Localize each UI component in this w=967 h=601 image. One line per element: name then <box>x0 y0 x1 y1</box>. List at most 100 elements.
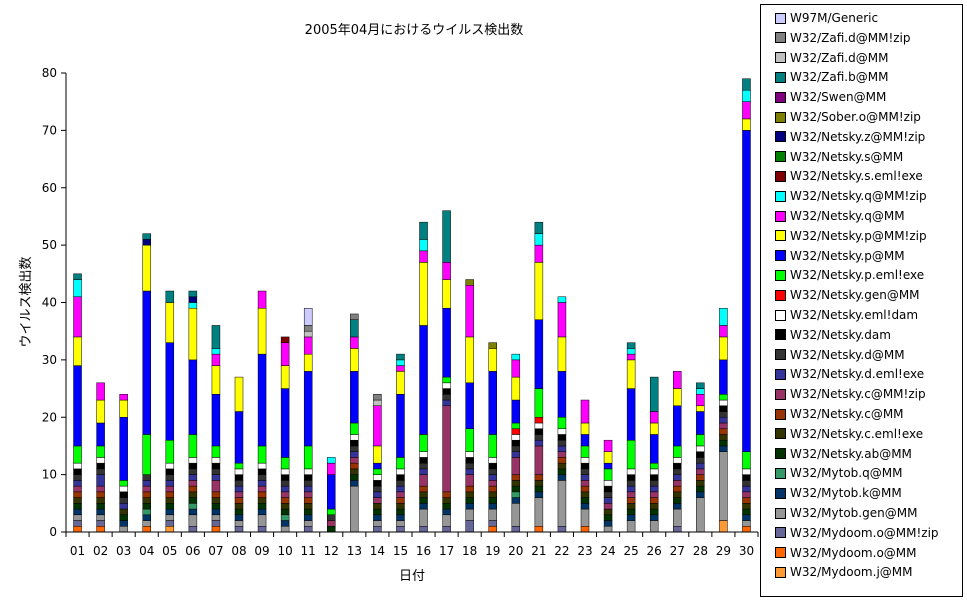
bar-segment-14-s13 <box>373 474 382 481</box>
legend-entry: W32/Zafi.d@MM!zip <box>775 28 911 48</box>
bar-segment-15-s17 <box>396 371 405 395</box>
bar-segment-23-s16 <box>580 434 590 447</box>
legend-label: W32/Netsky.z@MM!zip <box>790 129 926 144</box>
bar-segment-01-s9 <box>73 485 82 493</box>
legend-swatch <box>775 52 786 64</box>
bar-segment-22-s16 <box>557 371 567 418</box>
bar-segment-25-s25 <box>626 342 636 349</box>
bar-segment-08-s17 <box>234 376 244 412</box>
legend-swatch <box>775 170 786 182</box>
bar-segment-11-s28 <box>303 307 313 326</box>
bar-segment-18-s17 <box>465 336 474 384</box>
bar-segment-09-s6 <box>257 503 267 510</box>
bar-segment-11-s13 <box>303 468 313 475</box>
bar-segment-11-s12 <box>303 474 313 481</box>
bar-segment-16-s17 <box>419 262 428 326</box>
bar-segment-20-s17 <box>511 376 521 401</box>
y-tick-label-80: 80 <box>42 66 57 80</box>
bar-segment-09-s16 <box>257 353 267 447</box>
bar-segment-06-s2 <box>188 526 198 533</box>
bar-segment-09-s3 <box>257 514 267 527</box>
legend-entry: W32/Netsky.q@MM!zip <box>775 186 927 206</box>
bar-segment-04-s11 <box>142 474 151 481</box>
bar-segment-15-s15 <box>396 457 405 470</box>
bar-segment-22-s8 <box>557 457 567 464</box>
legend-entry: W97M/Generic <box>775 8 878 28</box>
bar-segment-09-s11 <box>257 474 267 481</box>
bar-segment-10-s9 <box>280 491 290 498</box>
bar-segment-21-s4 <box>534 491 544 498</box>
bar-segment-08-s10 <box>234 485 244 493</box>
bar-segment-19-s1 <box>488 526 497 533</box>
bar-segment-20-s8 <box>511 474 521 481</box>
bar-segment-09-s4 <box>257 508 267 516</box>
bar-segment-14-s9 <box>373 497 382 504</box>
x-tick-label-09: 09 <box>254 544 269 558</box>
bar-segment-07-s11 <box>211 468 221 475</box>
bar-segment-21-s17 <box>534 262 544 320</box>
bar-segment-11-s17 <box>303 353 313 372</box>
bar-segment-19-s15 <box>488 434 497 458</box>
bar-segment-18-s10 <box>465 468 474 475</box>
bar-segment-27-s4 <box>673 503 682 510</box>
bar-segment-05-s10 <box>165 480 175 487</box>
bar-segment-05-s2 <box>165 520 175 527</box>
bar-segment-10-s15 <box>280 457 290 470</box>
legend-entry: W32/Zafi.b@MM <box>775 67 888 87</box>
bar-segment-16-s4 <box>419 503 428 510</box>
bar-segment-29-s16 <box>719 359 728 395</box>
legend-swatch <box>775 190 786 202</box>
bar-segment-23-s9 <box>580 480 590 487</box>
bar-segment-19-s12 <box>488 462 497 470</box>
bar-segment-13-s9 <box>350 457 359 464</box>
bar-segment-29-s4 <box>719 445 728 452</box>
bar-segment-07-s15 <box>211 445 221 458</box>
legend-label: W32/Swen@MM <box>790 90 887 105</box>
bar-segment-28-s18 <box>696 394 705 407</box>
chart-title: 2005年04月におけるウイルス検出数 <box>305 23 524 38</box>
bar-segment-05-s8 <box>165 491 175 498</box>
bar-segment-19-s3 <box>488 508 497 521</box>
bar-segment-24-s6 <box>603 514 613 521</box>
bar-segment-02-s15 <box>96 445 105 458</box>
bar-segment-10-s4 <box>280 520 290 527</box>
bar-segment-26-s7 <box>649 503 659 510</box>
bar-segment-22-s12 <box>557 434 567 441</box>
bar-segment-05-s9 <box>165 485 175 493</box>
bar-segment-12-s11 <box>327 514 336 521</box>
bar-segment-21-s14 <box>534 417 544 424</box>
bar-segment-16-s7 <box>419 491 428 498</box>
bar-segment-18-s6 <box>465 497 474 504</box>
x-tick-label-15: 15 <box>393 544 408 558</box>
bar-segment-14-s4 <box>373 514 382 521</box>
bar-segment-16-s12 <box>419 457 428 464</box>
y-tick-label-40: 40 <box>42 296 57 310</box>
x-tick-label-16: 16 <box>416 544 431 558</box>
bar-segment-01-s2 <box>73 520 82 527</box>
bar-segment-05-s3 <box>165 514 175 521</box>
bar-segment-04-s7 <box>142 497 151 504</box>
bar-segment-25-s4 <box>626 514 636 521</box>
bar-segment-16-s13 <box>419 451 428 458</box>
bar-segment-17-s25 <box>442 210 451 263</box>
bar-segment-28-s15 <box>696 434 705 447</box>
bar-segment-25-s9 <box>626 491 636 498</box>
y-axis-label: ウイルス検出数 <box>19 256 34 347</box>
bar-segment-20-s3 <box>511 503 521 527</box>
legend-label: W32/Netsky.d.eml!exe <box>790 367 925 382</box>
bar-segment-17-s9 <box>442 405 451 493</box>
bar-segment-20-s16 <box>511 399 521 424</box>
bar-segment-13-s6 <box>350 474 359 481</box>
x-tick-label-02: 02 <box>93 544 108 558</box>
bar-segment-02-s8 <box>96 491 105 498</box>
bar-segment-17-s13 <box>442 382 451 389</box>
bar-segment-28-s25 <box>696 382 705 389</box>
legend-swatch <box>775 349 786 361</box>
x-tick-label-17: 17 <box>439 544 454 558</box>
bar-segment-07-s16 <box>211 394 221 447</box>
bar-segment-22-s7 <box>557 462 567 470</box>
legend-label: W32/Netsky.c@MM!zip <box>790 387 926 402</box>
bar-segment-27-s15 <box>673 445 682 458</box>
bar-segment-02-s11 <box>96 468 105 475</box>
bar-segment-29-s7 <box>719 434 728 441</box>
